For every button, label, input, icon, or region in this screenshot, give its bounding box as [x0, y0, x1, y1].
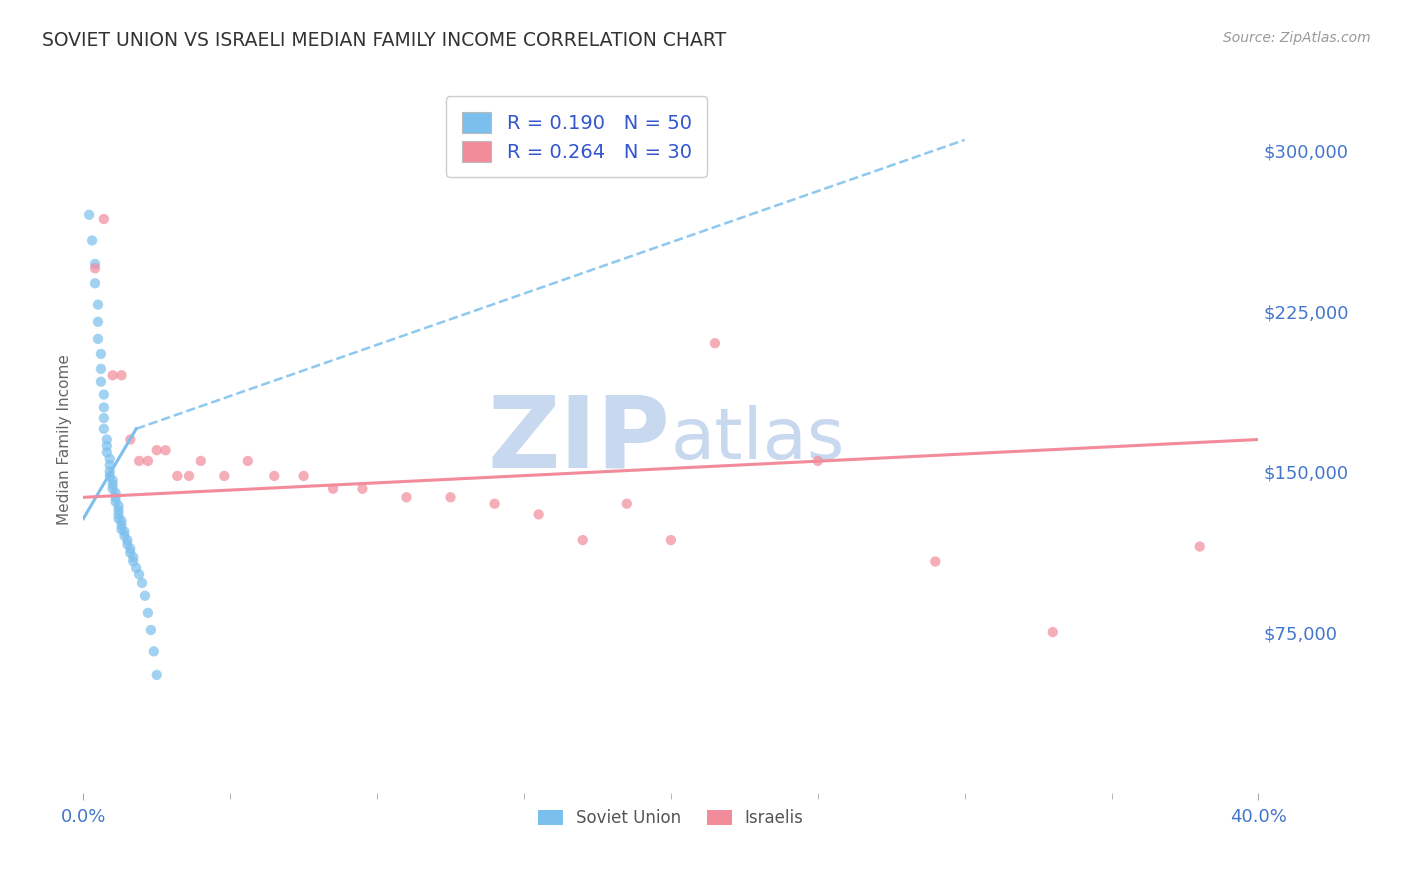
- Point: [87, 315, 110, 329]
- Point: [616, 497, 638, 511]
- Point: [107, 499, 129, 513]
- Point: [98, 465, 121, 479]
- Point: [139, 623, 162, 637]
- Point: [155, 443, 177, 458]
- Legend: Soviet Union, Israelis: Soviet Union, Israelis: [531, 803, 810, 834]
- Point: [101, 477, 124, 491]
- Point: [101, 473, 124, 487]
- Point: [77, 208, 100, 222]
- Text: atlas: atlas: [671, 405, 845, 474]
- Point: [131, 575, 153, 590]
- Point: [107, 508, 129, 522]
- Point: [112, 529, 135, 543]
- Point: [125, 561, 148, 575]
- Point: [98, 469, 121, 483]
- Point: [128, 454, 150, 468]
- Point: [110, 514, 132, 528]
- Point: [136, 606, 159, 620]
- Point: [84, 261, 107, 276]
- Point: [924, 554, 946, 568]
- Point: [142, 644, 165, 658]
- Point: [292, 469, 315, 483]
- Point: [93, 401, 115, 415]
- Point: [110, 368, 132, 383]
- Point: [96, 439, 118, 453]
- Point: [145, 443, 167, 458]
- Point: [98, 451, 121, 466]
- Point: [120, 546, 142, 560]
- Y-axis label: Median Family Income: Median Family Income: [58, 354, 72, 525]
- Point: [104, 494, 127, 508]
- Point: [104, 486, 127, 500]
- Point: [110, 518, 132, 533]
- Point: [93, 387, 115, 401]
- Point: [101, 368, 124, 383]
- Point: [96, 445, 118, 459]
- Point: [117, 537, 139, 551]
- Point: [352, 482, 374, 496]
- Point: [117, 533, 139, 547]
- Point: [322, 482, 344, 496]
- Point: [93, 422, 115, 436]
- Point: [84, 257, 107, 271]
- Point: [90, 362, 112, 376]
- Text: Source: ZipAtlas.com: Source: ZipAtlas.com: [1223, 31, 1371, 45]
- Point: [145, 668, 167, 682]
- Point: [93, 212, 115, 227]
- Point: [84, 277, 107, 291]
- Point: [107, 511, 129, 525]
- Point: [90, 375, 112, 389]
- Point: [107, 503, 129, 517]
- Point: [120, 541, 142, 556]
- Point: [136, 454, 159, 468]
- Point: [659, 533, 682, 547]
- Point: [571, 533, 593, 547]
- Point: [395, 491, 418, 505]
- Point: [87, 298, 110, 312]
- Point: [82, 234, 104, 248]
- Point: [527, 508, 550, 522]
- Text: ZIP: ZIP: [488, 391, 671, 488]
- Point: [93, 411, 115, 425]
- Point: [263, 469, 285, 483]
- Point: [214, 469, 236, 483]
- Point: [807, 454, 830, 468]
- Text: SOVIET UNION VS ISRAELI MEDIAN FAMILY INCOME CORRELATION CHART: SOVIET UNION VS ISRAELI MEDIAN FAMILY IN…: [42, 31, 727, 50]
- Point: [104, 491, 127, 505]
- Point: [703, 336, 725, 351]
- Point: [190, 454, 212, 468]
- Point: [439, 491, 461, 505]
- Point: [1042, 625, 1064, 640]
- Point: [236, 454, 259, 468]
- Point: [110, 522, 132, 536]
- Point: [484, 497, 506, 511]
- Point: [101, 482, 124, 496]
- Point: [134, 589, 156, 603]
- Point: [96, 433, 118, 447]
- Point: [120, 433, 142, 447]
- Point: [1188, 540, 1211, 554]
- Point: [98, 458, 121, 473]
- Point: [122, 550, 145, 565]
- Point: [87, 332, 110, 346]
- Point: [112, 524, 135, 539]
- Point: [177, 469, 200, 483]
- Point: [90, 347, 112, 361]
- Point: [128, 567, 150, 582]
- Point: [166, 469, 188, 483]
- Point: [122, 554, 145, 568]
